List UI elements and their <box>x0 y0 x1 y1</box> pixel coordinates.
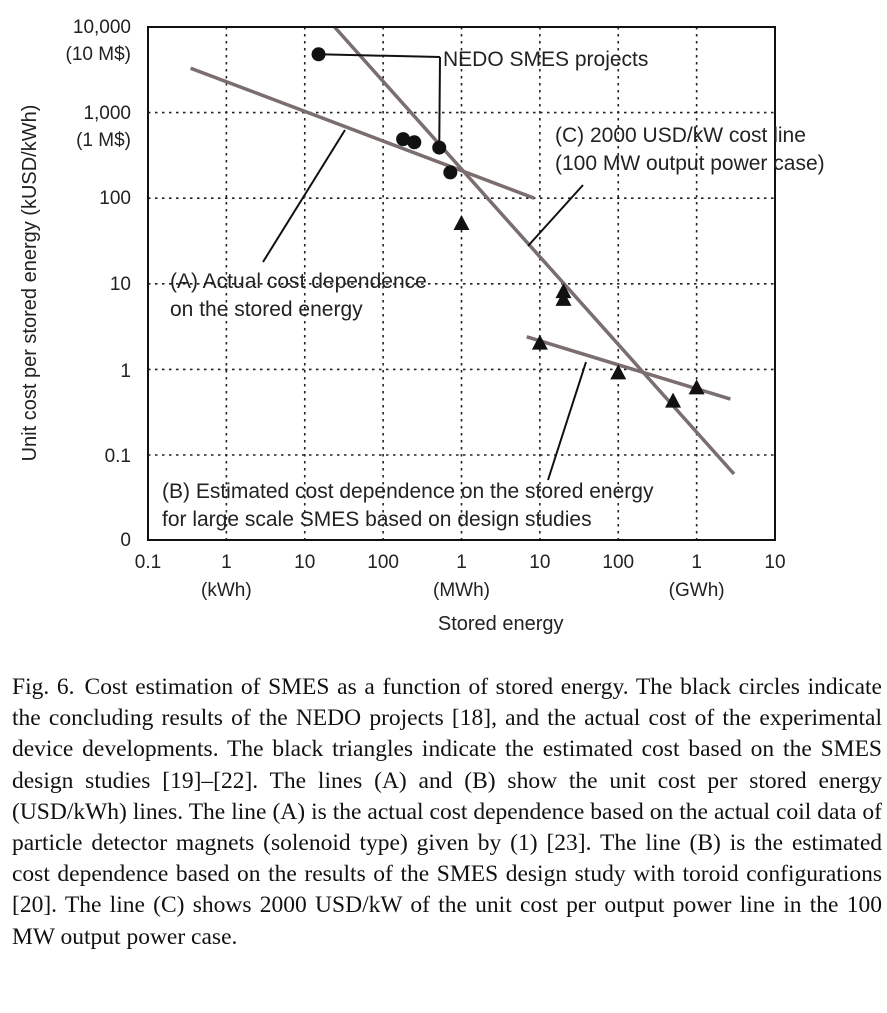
triangle-marker <box>555 290 572 306</box>
x-tick-label: 10 <box>294 552 315 573</box>
y-tick-label: 100 <box>99 188 131 209</box>
y-tick-label: 10 <box>110 274 131 295</box>
trend-line-c <box>333 25 736 476</box>
x-tick-label: 1 <box>691 552 702 573</box>
triangle-marker <box>665 392 682 408</box>
line-c-label: (100 MW output power case) <box>555 152 825 175</box>
y-axis-title: Unit cost per stored energy (kUSD/kWh) <box>19 105 41 462</box>
y-tick-label: (10 M$) <box>66 44 131 65</box>
x-unit-label: (kWh) <box>201 580 252 601</box>
leader-line <box>262 129 346 263</box>
annotation-labels: (A) Actual cost dependence on the stored … <box>162 48 825 531</box>
trend-line-a <box>190 66 535 200</box>
line-b-label: (B) Estimated cost dependence on the sto… <box>162 480 654 503</box>
x-unit-label: (GWh) <box>669 580 725 601</box>
y-tick-label: 1,000 <box>83 103 131 124</box>
y-tick-label: (1 M$) <box>76 130 131 151</box>
nedo-label: NEDO SMES projects <box>443 48 648 71</box>
triangle-marker <box>688 379 705 395</box>
x-unit-label: (MWh) <box>433 580 490 601</box>
leader-line <box>547 361 587 481</box>
data-points <box>311 47 705 408</box>
circle-marker <box>432 140 447 155</box>
circle-marker <box>407 135 422 150</box>
figure-caption: Fig. 6. Cost estimation of SMES as a func… <box>12 672 882 953</box>
x-tick-label: 100 <box>367 552 399 573</box>
tick-labels: 0.1 1 10 100 1 10 100 1 10(kWh) (MWh) (GWh)Stored … <box>19 17 786 635</box>
x-axis-title: Stored energy <box>438 613 564 635</box>
circle-marker <box>311 47 326 62</box>
y-tick-label: 1 <box>120 361 131 382</box>
triangle-marker <box>531 334 548 350</box>
caption-text: Cost estimation of SMES as a function of… <box>12 674 882 950</box>
line-c-label: (C) 2000 USD/kW cost line <box>555 124 806 147</box>
x-tick-label: 100 <box>602 552 634 573</box>
trend-lines <box>190 25 736 476</box>
circle-marker <box>443 165 458 180</box>
leader-line <box>438 56 441 148</box>
x-tick-label: 1 <box>456 552 467 573</box>
x-tick-label: 10 <box>764 552 785 573</box>
line-a-label: on the stored energy <box>170 298 363 321</box>
circle-marker <box>396 132 411 147</box>
x-tick-label: 1 <box>221 552 232 573</box>
figure: 0.1 1 10 100 1 10 100 1 10 (kWh) (MWh) (GWh) Stored … <box>19 17 825 635</box>
y-tick-label: 0.1 <box>105 446 131 467</box>
triangle-marker <box>453 214 470 230</box>
line-b-label: for large scale SMES based on design stu… <box>162 508 592 531</box>
y-tick-label: 0 <box>120 530 131 551</box>
cost-chart: 0.1 1 10 100 1 10 100 1 10(kWh) (MWh) (GWh)Stored … <box>19 17 825 635</box>
triangle-marker <box>610 364 627 380</box>
y-tick-label: 10,000 <box>73 17 131 38</box>
x-tick-label: 10 <box>529 552 550 573</box>
plot-frame <box>147 26 776 541</box>
triangle-marker <box>555 283 572 299</box>
caption-label: Fig. 6. <box>12 674 75 700</box>
leader-lines <box>262 53 587 481</box>
leader-line <box>527 184 584 247</box>
line-a-label: (A) Actual cost dependence <box>170 270 427 293</box>
x-tick-label: 0.1 <box>135 552 161 573</box>
leader-line <box>318 53 441 58</box>
